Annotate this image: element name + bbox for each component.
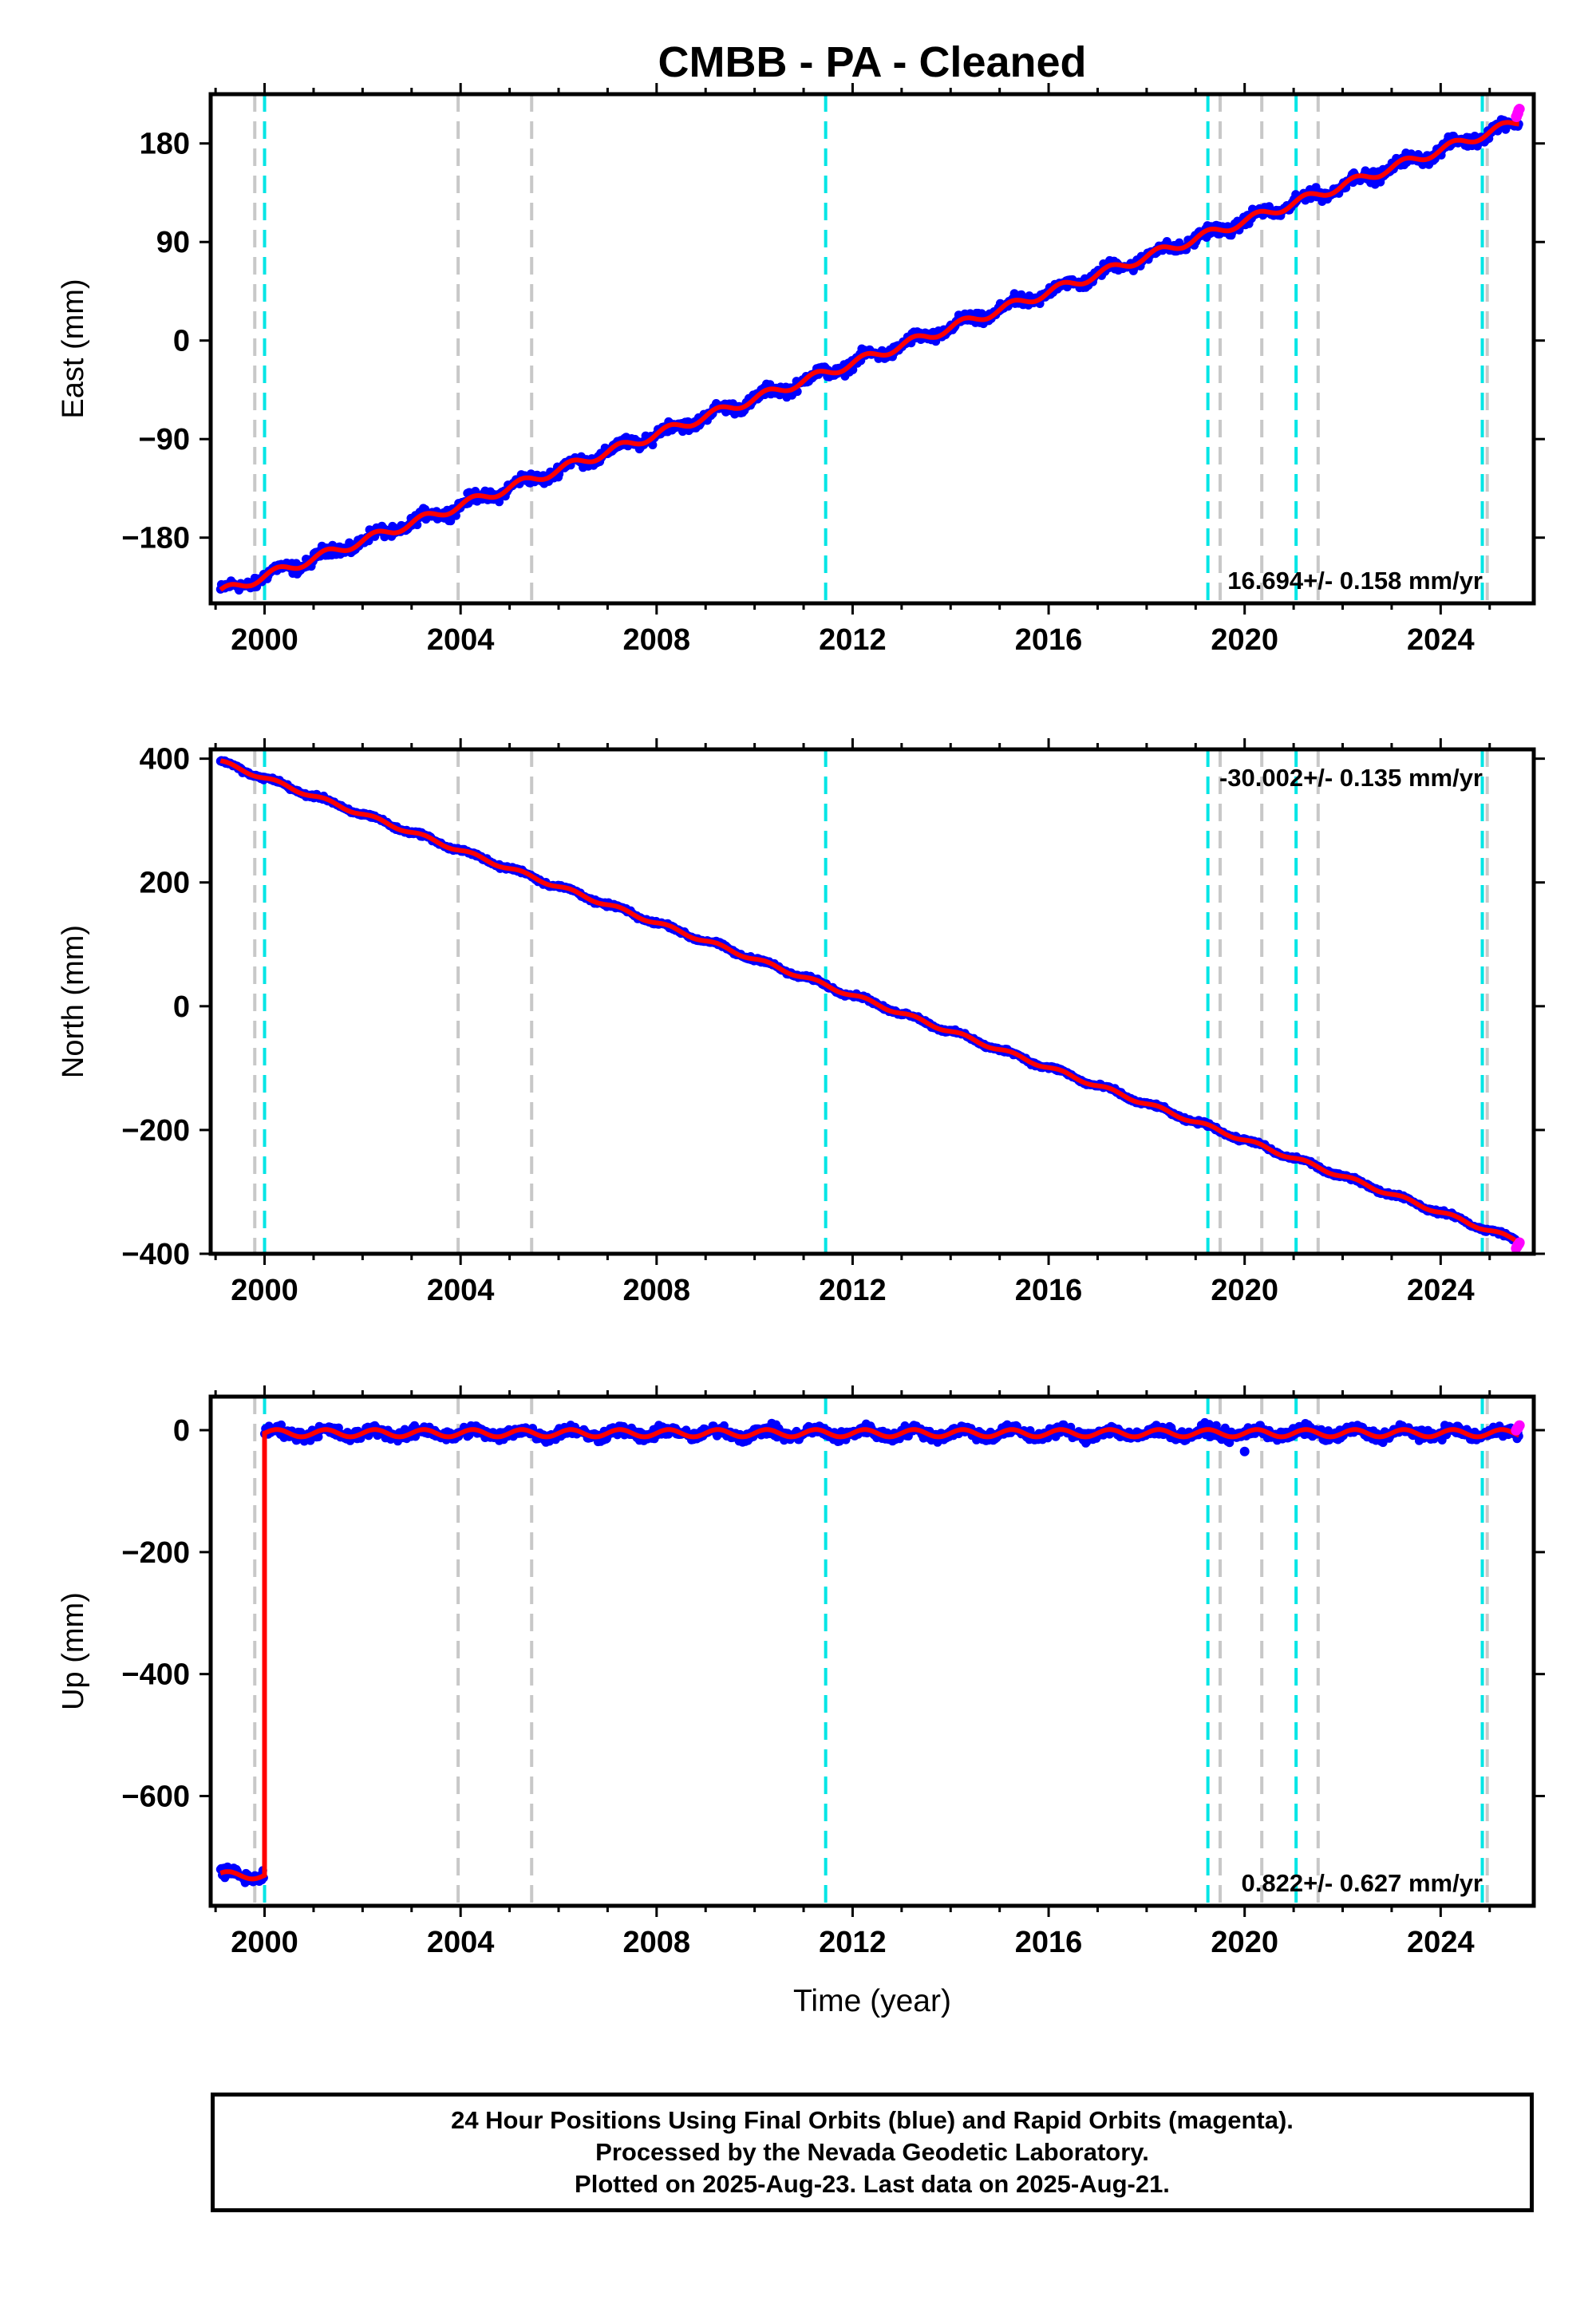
x-tick-label: 2020 [1211, 623, 1278, 657]
east-series [215, 104, 1525, 595]
footer-line-1: 24 Hour Positions Using Final Orbits (bl… [451, 2106, 1294, 2134]
east-panel: 2000 2004 2008 2012 2016 2020 2024 −180 −90 0 90 18… [57, 83, 1545, 657]
x-tick-label: 2000 [231, 1926, 298, 1959]
y-tick-label: −200 [121, 1536, 190, 1570]
up-panel: 2000 2004 2008 2012 2016 2020 2024 −600 −400 −200… [57, 1385, 1545, 1959]
x-axis-label: Time (year) [793, 1984, 951, 2018]
x-tick-label: 2008 [623, 1926, 691, 1959]
x-tick-label: 2004 [427, 1274, 495, 1307]
x-tick-label: 2024 [1407, 623, 1475, 657]
y-tick-label: −400 [121, 1658, 190, 1692]
north-rapid-orbit-points [1511, 1237, 1525, 1254]
y-tick-label: 90 [156, 226, 190, 259]
up-final-orbit-points [215, 1417, 1523, 1887]
x-tick-label: 2024 [1407, 1926, 1475, 1959]
up-rate-label: 0.822+/- 0.627 mm/yr [1242, 1869, 1483, 1897]
y-tick-label: 400 [140, 743, 190, 777]
east-y-axis-label: East (mm) [57, 279, 90, 418]
up-model-line [219, 1427, 1520, 1882]
east-rate-label: 16.694+/- 0.158 mm/yr [1227, 567, 1483, 595]
x-tick-label: 2004 [427, 1926, 495, 1959]
x-tick-label: 2016 [1015, 1926, 1083, 1959]
up-frame [208, 1394, 1536, 1908]
north-panel: 2000 2004 2008 2012 2016 2020 2024 −400 −200 0 200… [57, 738, 1545, 1307]
x-tick-label: 2016 [1015, 623, 1083, 657]
y-tick-label: 0 [173, 325, 190, 358]
north-frame [208, 747, 1536, 1256]
x-tick-label: 2008 [623, 623, 691, 657]
y-tick-label: 0 [173, 990, 190, 1024]
footer-box: 24 Hour Positions Using Final Orbits (bl… [211, 2093, 1534, 2212]
y-tick-label: 180 [140, 128, 190, 161]
north-model-line [219, 758, 1521, 1245]
footer-line-3: Plotted on 2025-Aug-23. Last data on 202… [575, 2170, 1170, 2198]
y-tick-label: 0 [173, 1414, 190, 1448]
y-tick-label: −600 [121, 1780, 190, 1813]
north-series [215, 756, 1525, 1254]
x-tick-label: 2000 [231, 623, 298, 657]
y-tick-label: −400 [121, 1238, 190, 1271]
outlier-point [1239, 1446, 1250, 1456]
chart-title: CMBB - PA - Cleaned [658, 38, 1086, 86]
x-tick-label: 2008 [623, 1274, 691, 1307]
north-y-axis-label: North (mm) [57, 925, 90, 1078]
x-tick-label: 2020 [1211, 1274, 1278, 1307]
x-tick-label: 2012 [819, 623, 887, 657]
footer-line-2: Processed by the Nevada Geodetic Laborat… [595, 2138, 1149, 2166]
y-tick-label: −180 [121, 522, 190, 555]
north-rate-label: -30.002+/- 0.135 mm/yr [1219, 764, 1483, 792]
up-rapid-orbit-points [1511, 1420, 1525, 1436]
x-tick-label: 2004 [427, 623, 495, 657]
east-model-line [219, 120, 1519, 592]
up-y-axis-label: Up (mm) [57, 1592, 90, 1710]
y-tick-label: −200 [121, 1114, 190, 1148]
x-tick-label: 2016 [1015, 1274, 1083, 1307]
x-tick-label: 2012 [819, 1274, 887, 1307]
x-tick-label: 2020 [1211, 1926, 1278, 1959]
x-tick-label: 2012 [819, 1926, 887, 1959]
x-tick-label: 2024 [1407, 1274, 1475, 1307]
east-frame [208, 92, 1536, 606]
y-tick-label: 200 [140, 867, 190, 900]
up-series [215, 1417, 1525, 1887]
x-tick-label: 2000 [231, 1274, 298, 1307]
east-rapid-orbit-points [1511, 104, 1525, 123]
y-tick-label: −90 [139, 423, 190, 456]
